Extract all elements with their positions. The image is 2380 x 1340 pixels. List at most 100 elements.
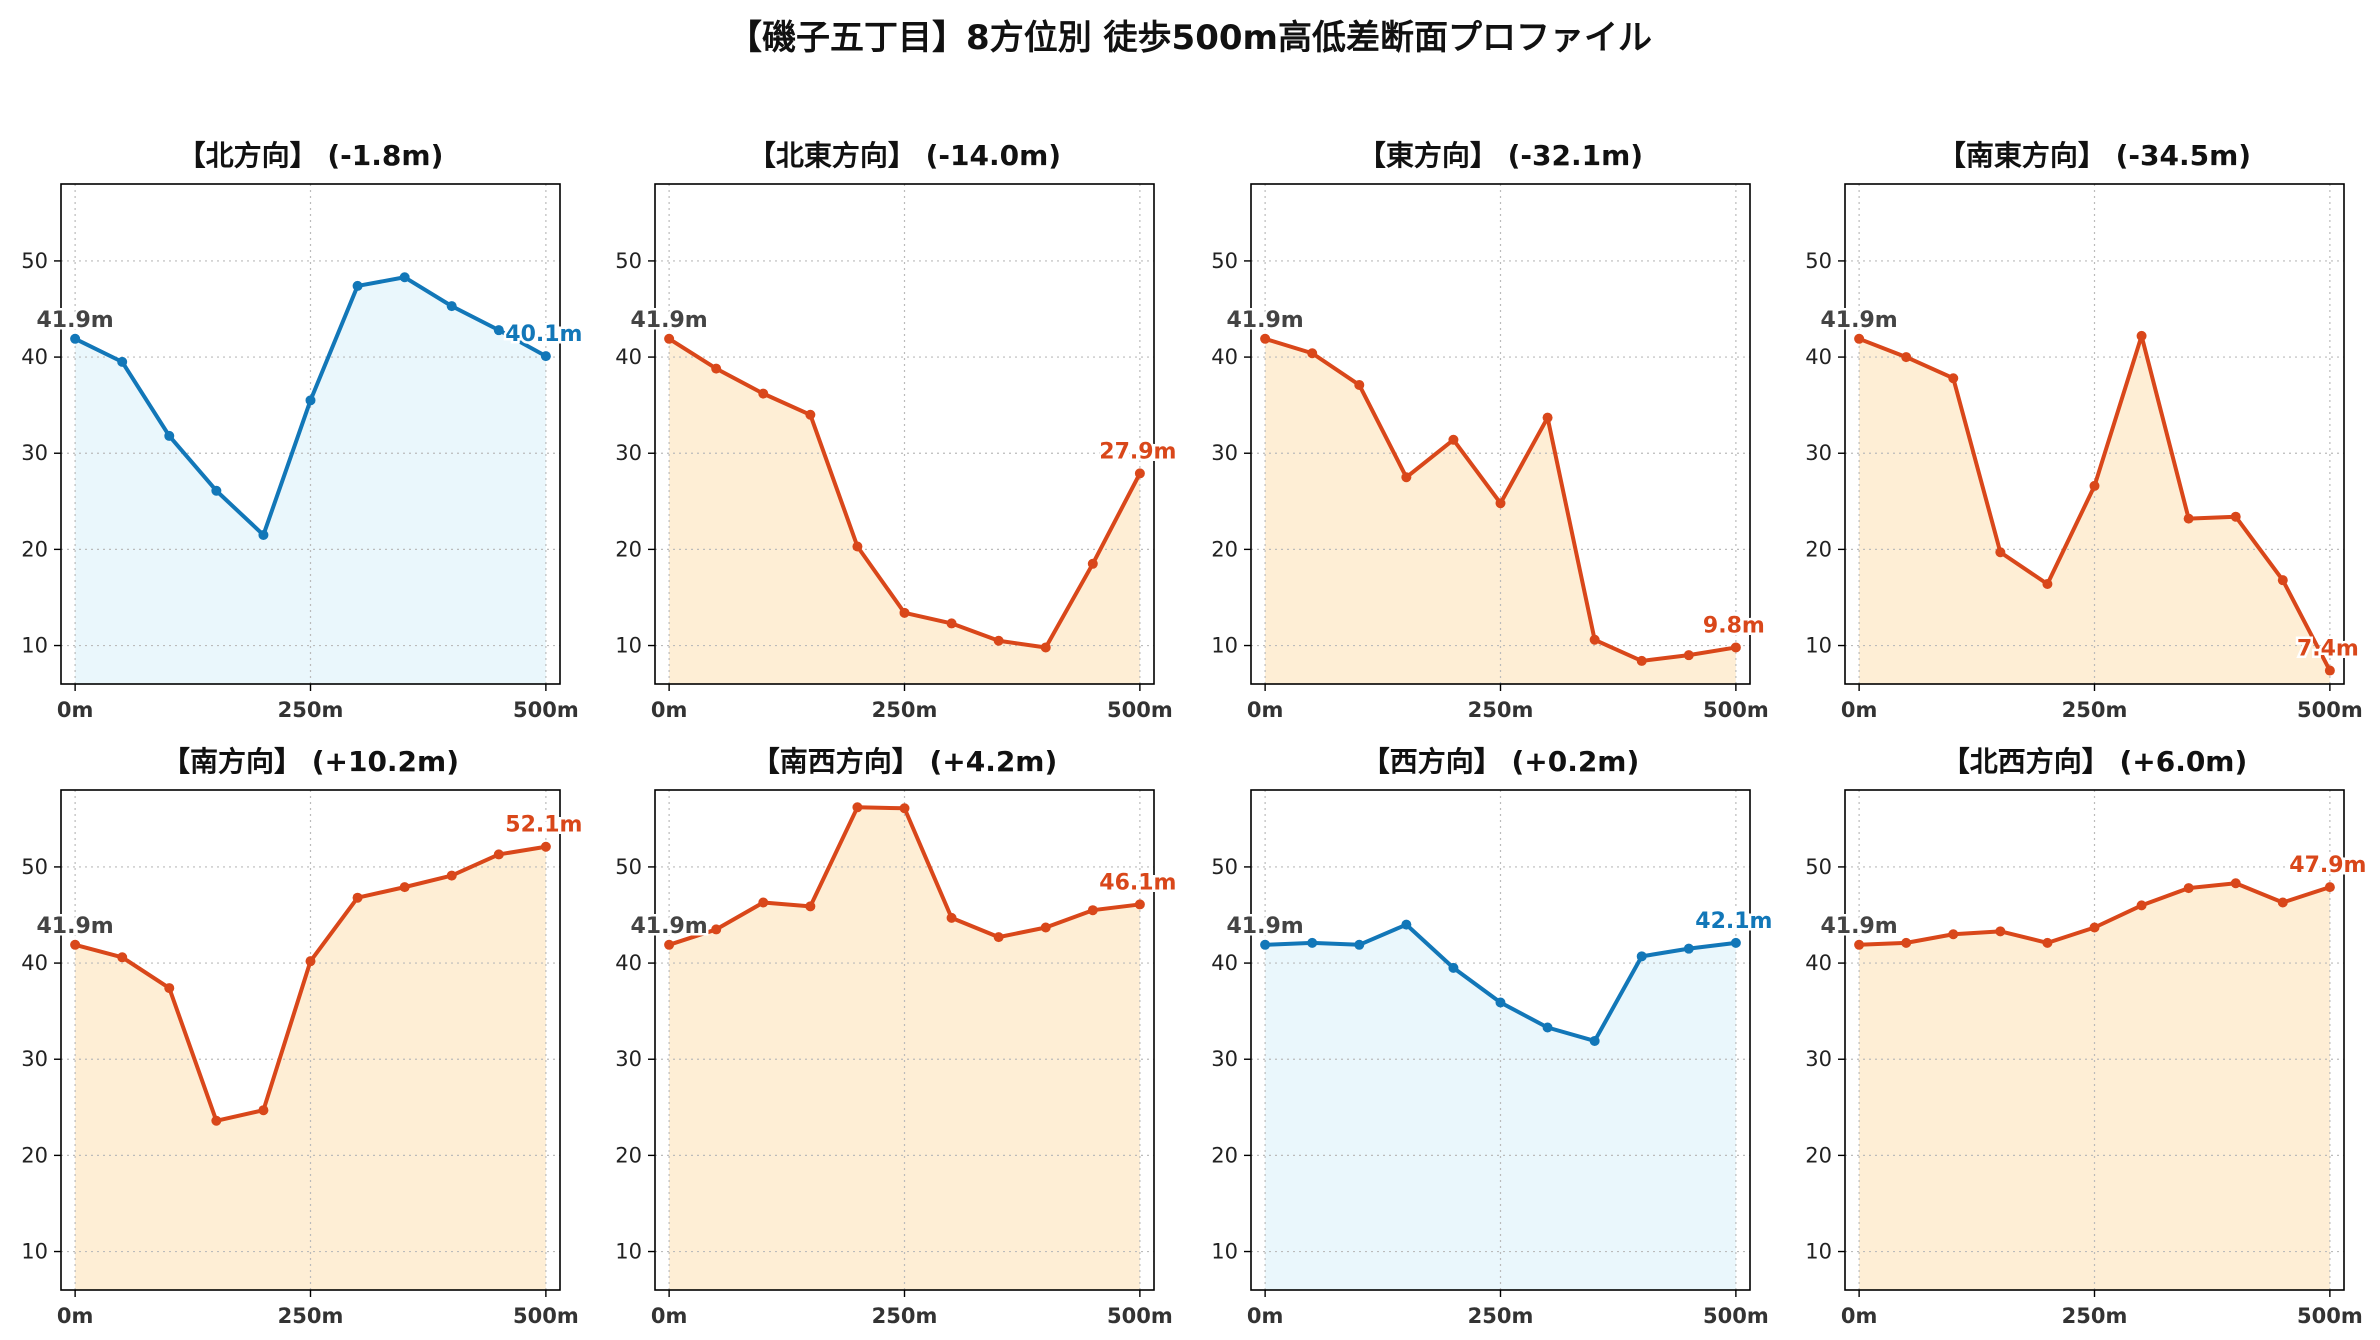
start-value-label: 41.9m xyxy=(631,914,708,939)
panel-title: 【西方向】 (+0.2m) xyxy=(1362,745,1640,778)
y-tick-label: 10 xyxy=(1211,634,1238,658)
data-point xyxy=(2324,882,2335,893)
x-tick-label: 500m xyxy=(1107,1304,1173,1328)
start-value-label: 41.9m xyxy=(1821,914,1898,939)
data-point xyxy=(1995,926,2006,937)
data-point xyxy=(1040,642,1051,653)
data-point xyxy=(899,803,910,814)
data-point xyxy=(2230,511,2241,522)
data-point xyxy=(211,485,222,496)
y-tick-label: 10 xyxy=(1805,634,1832,658)
x-tick-label: 250m xyxy=(872,698,938,722)
data-point xyxy=(1401,472,1412,483)
data-point xyxy=(993,932,1004,943)
start-value-label: 41.9m xyxy=(631,308,708,333)
data-point xyxy=(711,363,722,374)
data-point xyxy=(711,924,722,935)
data-point xyxy=(1589,634,1600,645)
y-tick-label: 40 xyxy=(21,951,48,975)
data-point xyxy=(2136,900,2147,911)
y-tick-label: 40 xyxy=(615,345,642,369)
data-point xyxy=(2277,575,2288,586)
data-point xyxy=(1542,1022,1553,1033)
y-tick-label: 30 xyxy=(1805,441,1832,465)
data-point xyxy=(1260,939,1271,950)
data-point xyxy=(258,1105,269,1116)
data-point xyxy=(1087,558,1098,569)
data-point xyxy=(1354,939,1365,950)
x-tick-label: 0m xyxy=(57,1304,94,1328)
data-point xyxy=(1354,379,1365,390)
data-point xyxy=(1730,937,1741,948)
y-tick-label: 20 xyxy=(1805,1143,1832,1167)
y-tick-label: 40 xyxy=(1805,345,1832,369)
data-point xyxy=(1636,655,1647,666)
data-point xyxy=(946,618,957,629)
start-value-label: 41.9m xyxy=(1227,308,1304,333)
data-point xyxy=(1495,997,1506,1008)
x-tick-label: 0m xyxy=(1247,1304,1284,1328)
data-point xyxy=(2277,897,2288,908)
data-point xyxy=(2042,579,2053,589)
data-point xyxy=(758,897,769,908)
data-point xyxy=(1401,919,1412,930)
x-tick-label: 250m xyxy=(278,1304,344,1328)
end-value-label: 9.8m xyxy=(1703,613,1765,638)
data-point xyxy=(399,882,410,893)
data-point xyxy=(1901,352,1912,363)
data-point xyxy=(164,983,175,994)
y-tick-label: 30 xyxy=(615,1047,642,1071)
figure-title: 【磯子五丁目】8方位別 徒歩500m高低差断面プロファイル xyxy=(728,18,1652,58)
data-point xyxy=(2183,513,2194,524)
y-tick-label: 20 xyxy=(615,537,642,561)
data-point xyxy=(352,892,363,903)
x-tick-label: 0m xyxy=(57,698,94,722)
y-tick-label: 30 xyxy=(21,441,48,465)
y-tick-label: 20 xyxy=(1211,537,1238,561)
data-point xyxy=(2183,883,2194,894)
x-tick-label: 500m xyxy=(2297,1304,2363,1328)
y-tick-label: 10 xyxy=(615,1240,642,1264)
x-tick-label: 500m xyxy=(513,1304,579,1328)
x-tick-label: 0m xyxy=(651,698,688,722)
data-point xyxy=(1260,333,1271,344)
x-tick-label: 500m xyxy=(1703,1304,1769,1328)
data-point xyxy=(1307,937,1318,948)
y-tick-label: 20 xyxy=(1805,537,1832,561)
data-point xyxy=(164,430,175,441)
x-tick-label: 250m xyxy=(278,698,344,722)
x-tick-label: 500m xyxy=(1703,698,1769,722)
x-tick-label: 500m xyxy=(2297,698,2363,722)
data-point xyxy=(946,912,957,923)
data-point xyxy=(540,841,551,852)
data-point xyxy=(805,409,816,420)
x-tick-label: 250m xyxy=(1468,698,1534,722)
panel-title: 【北東方向】 (-14.0m) xyxy=(748,139,1061,172)
y-tick-label: 20 xyxy=(21,537,48,561)
data-point xyxy=(70,939,81,950)
data-point xyxy=(70,333,81,344)
x-tick-label: 500m xyxy=(1107,698,1173,722)
data-point xyxy=(1995,547,2006,558)
y-tick-label: 30 xyxy=(1805,1047,1832,1071)
data-point xyxy=(1683,943,1694,954)
end-value-label: 27.9m xyxy=(1099,439,1176,464)
data-point xyxy=(117,952,128,963)
data-point xyxy=(305,395,316,406)
y-tick-label: 20 xyxy=(615,1143,642,1167)
start-value-label: 41.9m xyxy=(1227,914,1304,939)
data-point xyxy=(1040,922,1051,933)
end-value-label: 47.9m xyxy=(2289,853,2366,878)
start-value-label: 41.9m xyxy=(1821,308,1898,333)
data-point xyxy=(1730,642,1741,653)
data-point xyxy=(664,939,675,950)
data-point xyxy=(2089,922,2100,933)
data-point xyxy=(805,901,816,912)
data-point xyxy=(1854,333,1865,344)
